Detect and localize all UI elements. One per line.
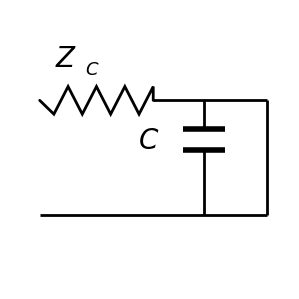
Text: C: C [85, 61, 97, 80]
Text: C: C [138, 127, 158, 155]
Text: Z: Z [56, 45, 75, 73]
